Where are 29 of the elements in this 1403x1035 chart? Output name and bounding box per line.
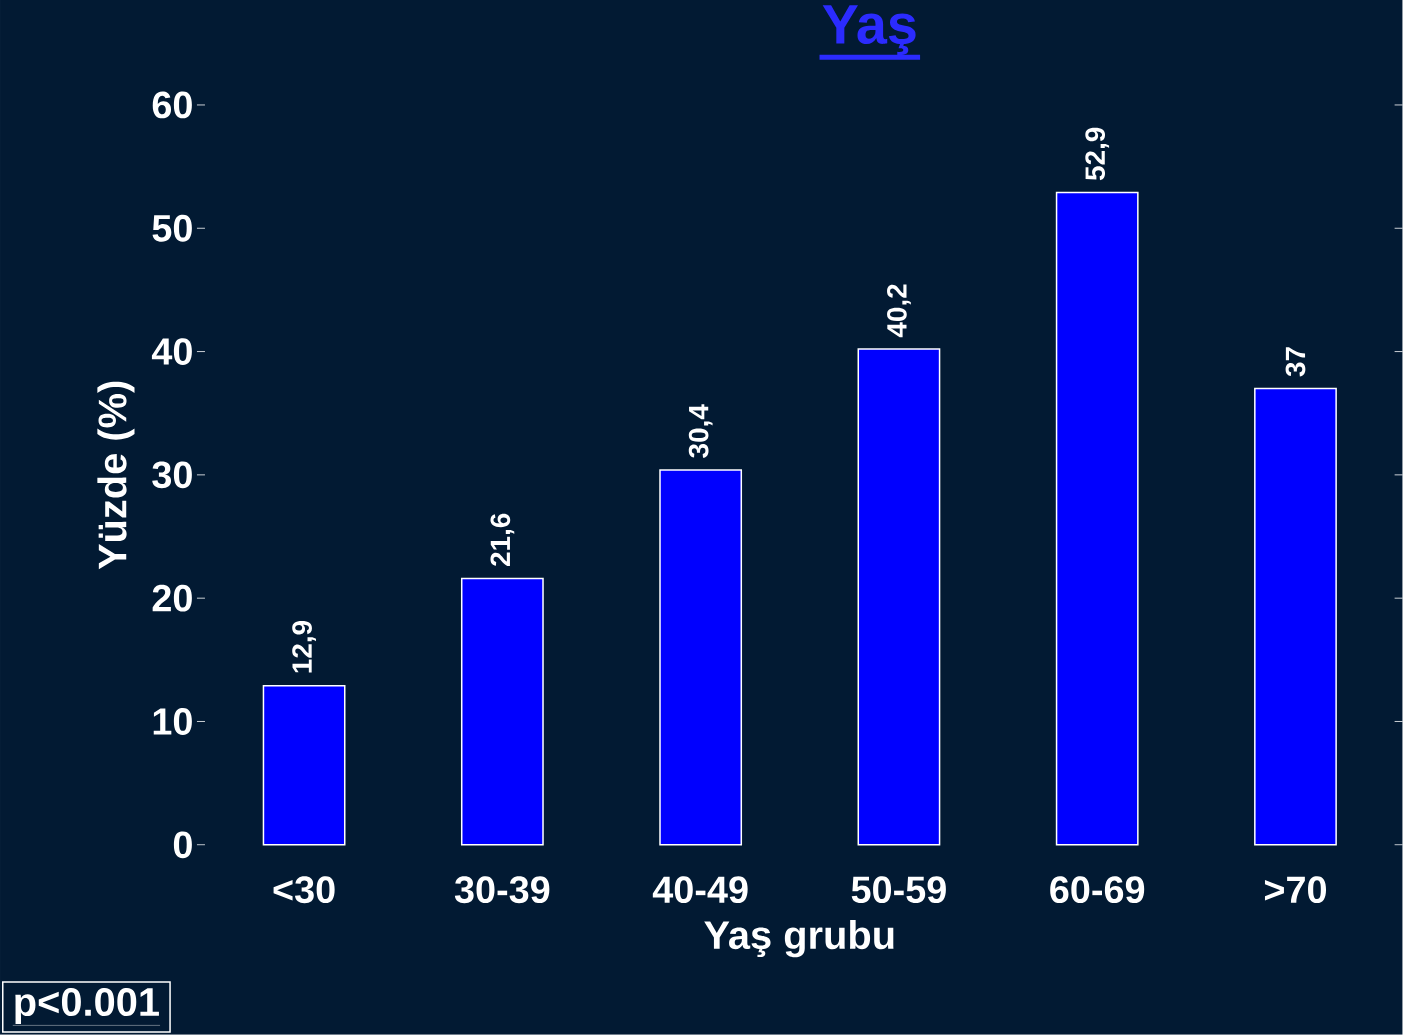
bar (659, 469, 743, 846)
bar (460, 577, 544, 846)
y-tick-label: 0 (173, 831, 192, 859)
x-tick-label: 60-69 (1050, 876, 1145, 904)
text: p<0.001 (15, 988, 159, 1025)
x-axis-title: Yaş grubu (704, 920, 894, 958)
chart-title: Yaş (822, 5, 916, 56)
y-tick-label: 40 (151, 338, 192, 366)
data-label: 12,9 (292, 621, 316, 673)
y-tick-label: 30 (152, 461, 192, 489)
bar (1055, 191, 1139, 846)
data-label: 30,4 (688, 404, 713, 458)
x-tick-label: 50-59 (851, 876, 946, 904)
x-tick-label: 40-49 (652, 876, 748, 904)
y-tick-label: 50 (152, 214, 192, 242)
bar (857, 348, 941, 846)
data-label: 52,9 (1085, 127, 1110, 181)
x-tick-label: 30-39 (454, 876, 550, 904)
x-tick-label: >70 (1264, 876, 1327, 904)
data-label: 40,2 (887, 284, 911, 338)
data-label: 37 (1285, 347, 1306, 377)
y-tick-label: 60 (152, 91, 192, 119)
y-tick-label: 10 (153, 708, 192, 736)
data-label: 21,6 (490, 513, 515, 567)
bar (262, 685, 346, 846)
x-tick-label: <30 (273, 876, 335, 904)
y-axis-title: Yüzde (%) (97, 381, 135, 570)
bar (1254, 387, 1337, 846)
y-tick-label: 20 (152, 584, 192, 612)
